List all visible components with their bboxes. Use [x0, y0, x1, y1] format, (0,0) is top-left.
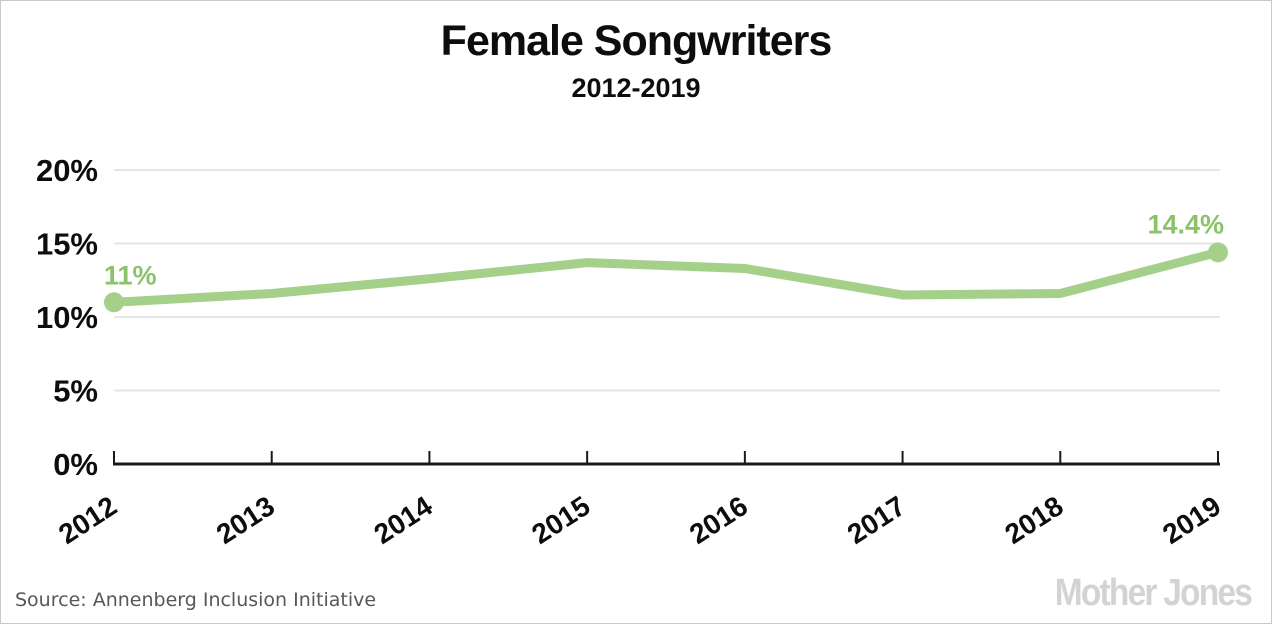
- x-axis-label-2013: 2013: [211, 490, 280, 550]
- mother-jones-logo: Mother Jones: [1054, 572, 1253, 614]
- y-axis-label-5%: 5%: [53, 374, 98, 409]
- x-axis-label-2015: 2015: [526, 490, 595, 550]
- y-axis-label-15%: 15%: [36, 227, 98, 262]
- y-axis-label-0%: 0%: [53, 447, 98, 482]
- x-axis-label-2012: 2012: [53, 490, 122, 550]
- x-axis-label-2014: 2014: [369, 490, 438, 550]
- chart-subtitle: 2012-2019: [571, 73, 701, 103]
- x-axis-label-2017: 2017: [842, 490, 911, 550]
- x-axis-label-2016: 2016: [684, 490, 753, 550]
- point-label-first: 11%: [104, 260, 157, 290]
- x-axis-label-2019: 2019: [1157, 490, 1226, 550]
- chart-title: Female Songwriters: [440, 17, 833, 65]
- y-axis-label-20%: 20%: [36, 153, 98, 188]
- point-label-last: 14.4%: [1147, 209, 1224, 239]
- x-axis-label-2018: 2018: [999, 490, 1068, 550]
- data-point-last: [1208, 242, 1228, 263]
- data-point-first: [104, 292, 124, 313]
- y-axis-label-10%: 10%: [36, 300, 98, 335]
- data-line-female-songwriters: [109, 247, 1223, 307]
- source-credit: Source: Annenberg Inclusion Initiative: [15, 589, 377, 611]
